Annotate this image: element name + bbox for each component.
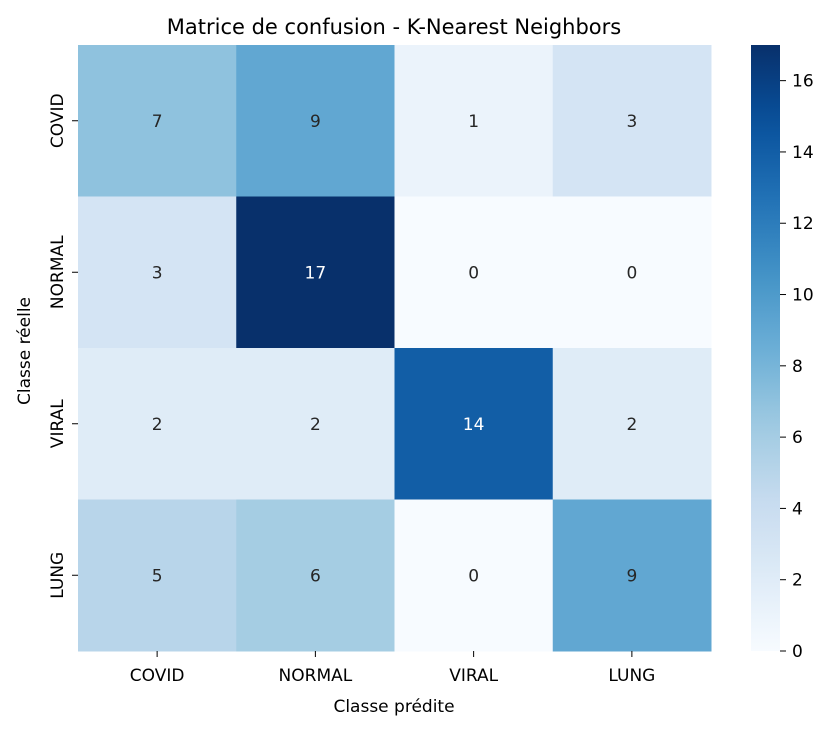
cell-value-label: 2 [152,415,163,435]
colorbar-tick-label: 12 [792,214,814,234]
colorbar-tick-label: 2 [792,571,803,591]
cell-value-label: 7 [152,112,163,132]
cell-value-label: 9 [310,112,321,132]
cell-value-label: 9 [626,566,637,586]
y-axis-label: Classe réelle [15,297,35,405]
cell-value-label: 3 [626,112,637,132]
cell-value-label: 0 [468,263,479,283]
colorbar-tick-label: 8 [792,357,803,377]
y-tick-label: VIRAL [48,399,68,448]
heatmap-cell [78,45,237,197]
y-tick-label: LUNG [48,552,68,599]
colorbar-tick-label: 0 [792,642,803,662]
x-tick-label: VIRAL [449,666,498,686]
x-tick-label: LUNG [608,666,655,686]
cell-value-label: 0 [468,566,479,586]
cell-value-label: 0 [626,263,637,283]
cell-value-label: 14 [463,415,485,435]
x-tick-label: COVID [130,666,185,686]
heatmap-cell [236,196,395,349]
colorbar-tick-label: 6 [792,428,803,448]
y-tick-label: NORMAL [48,235,68,309]
colorbar-tick-label: 4 [792,499,803,519]
x-axis-label: Classe prédite [333,697,454,717]
heatmap-cells: 7 9 1 3 3 17 0 0 2 2 14 2 5 6 0 9 [78,45,712,652]
heatmap-cell [394,45,554,197]
heatmap-cell [236,45,395,197]
heatmap-cell [78,499,237,652]
cell-value-label: 3 [152,263,163,283]
cell-value-label: 2 [626,415,637,435]
colorbar-tick-label: 16 [792,72,814,92]
cell-value-label: 5 [152,566,163,586]
x-tick-labels: COVID NORMAL VIRAL LUNG [130,651,655,686]
heatmap-cell [552,348,712,500]
cell-value-label: 1 [468,112,479,132]
cell-value-label: 2 [310,415,321,435]
heatmap-cell [236,499,395,652]
heatmap-cell [394,348,554,500]
colorbar-tick-label: 14 [792,143,814,163]
heatmap-cell [394,499,554,652]
chart-title: Matrice de confusion - K-Nearest Neighbo… [167,15,621,39]
heatmap-cell [78,196,237,349]
heatmap-cell [394,196,554,349]
colorbar-tick-label: 10 [792,286,814,306]
colorbar-gradient [751,45,780,651]
cell-value-label: 6 [310,566,321,586]
colorbar: 0 2 4 6 8 10 12 14 16 [751,45,814,662]
heatmap-cell [552,45,712,197]
y-tick-label: COVID [48,93,68,148]
cell-value-label: 17 [305,263,327,283]
heatmap-cell [236,348,395,500]
heatmap-cell [552,196,712,349]
y-tick-labels: COVID NORMAL VIRAL LUNG [48,93,78,599]
heatmap-cell [552,499,712,652]
x-tick-label: NORMAL [279,666,353,686]
heatmap-cell [78,348,237,500]
